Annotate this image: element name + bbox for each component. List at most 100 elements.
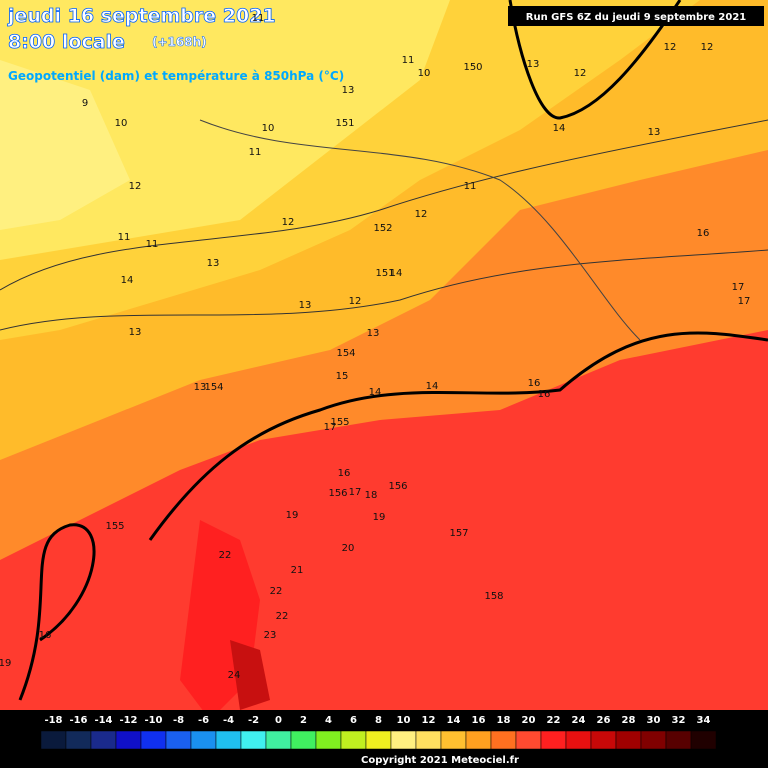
map-label: 23 xyxy=(264,630,277,641)
legend-swatch xyxy=(340,730,367,750)
map-label: 16 xyxy=(697,228,710,239)
legend-swatch xyxy=(190,730,217,750)
map-label: 22 xyxy=(276,611,289,622)
map-label: 13 xyxy=(299,300,312,311)
map-label: 10 xyxy=(418,68,431,79)
zone-coolest xyxy=(0,60,130,230)
legend-tick-label: 34 xyxy=(697,715,711,726)
map-label: 151 xyxy=(375,268,394,279)
legend-tick-label: 32 xyxy=(672,715,686,726)
legend-tick-label: 4 xyxy=(325,715,332,726)
legend-swatch xyxy=(140,730,167,750)
legend-swatch xyxy=(65,730,92,750)
isoline xyxy=(0,119,768,291)
legend-tick-label: 0 xyxy=(275,715,282,726)
map-label: 10 xyxy=(115,118,128,129)
map-label: 13 xyxy=(129,327,142,338)
map-label: 12 xyxy=(701,42,714,53)
legend-swatch xyxy=(690,730,717,750)
legend-swatch xyxy=(390,730,417,750)
legend-tick-label: -18 xyxy=(44,715,62,726)
map-label: 150 xyxy=(463,62,482,73)
legend-tick-label: 10 xyxy=(397,715,411,726)
legend-swatch xyxy=(590,730,617,750)
isoline xyxy=(0,249,768,331)
legend-tick-label: 28 xyxy=(622,715,636,726)
map-label: 10 xyxy=(262,123,275,134)
map-label: 15 xyxy=(336,371,349,382)
legend-swatch xyxy=(565,730,592,750)
map-label: 14 xyxy=(369,387,382,398)
legend-tick-label: -2 xyxy=(248,715,259,726)
map-label: 18 xyxy=(365,490,378,501)
map-label: 16 xyxy=(39,630,52,641)
zone-hottest xyxy=(230,640,270,710)
map-label: 9 xyxy=(82,98,88,109)
map-label: 22 xyxy=(270,586,283,597)
legend-swatch xyxy=(90,730,117,750)
legend-tick-label: 16 xyxy=(472,715,486,726)
legend-swatch xyxy=(540,730,567,750)
legend-tick-label: -14 xyxy=(94,715,112,726)
run-info: Run GFS 6Z du jeudi 9 septembre 2021 xyxy=(526,12,747,23)
map-label: 12 xyxy=(664,42,677,53)
zone-cooler xyxy=(0,0,450,260)
map-label: 11 xyxy=(249,147,262,158)
map-label: 19 xyxy=(286,510,299,521)
map-label: 17 xyxy=(349,487,362,498)
map-label: 14 xyxy=(390,268,403,279)
forecast-date: jeudi 16 septembre 2021 xyxy=(7,5,276,27)
map-label: 22 xyxy=(219,550,232,561)
map-subtitle: Geopotentiel (dam) et température à 850h… xyxy=(8,69,344,83)
map-label: 14 xyxy=(121,275,134,286)
map-label: 17 xyxy=(738,296,751,307)
legend-swatch xyxy=(415,730,442,750)
legend-swatch xyxy=(215,730,242,750)
map-label: 16 xyxy=(528,378,541,389)
legend-swatch xyxy=(165,730,192,750)
map-label: 12 xyxy=(349,296,362,307)
legend-swatch xyxy=(440,730,467,750)
legend-swatch xyxy=(365,730,392,750)
coastline xyxy=(199,119,641,341)
map-label: 155 xyxy=(105,521,124,532)
map-label: 14 xyxy=(553,123,566,134)
map-label: 21 xyxy=(291,565,304,576)
legend-swatch xyxy=(40,730,67,750)
map-label: 19 xyxy=(0,658,11,669)
legend-tick-label: -16 xyxy=(69,715,87,726)
map-label: 13 xyxy=(207,258,220,269)
legend-tick-label: 12 xyxy=(422,715,436,726)
legend-tick-label: -10 xyxy=(144,715,162,726)
map-label: 11 xyxy=(118,232,131,243)
legend-swatch xyxy=(290,730,317,750)
legend-tick-label: 18 xyxy=(497,715,511,726)
map-label: 12 xyxy=(415,209,428,220)
geopotential-line xyxy=(508,0,682,120)
map-label: 11 xyxy=(464,181,477,192)
map-label: 13 xyxy=(342,85,355,96)
legend-tick-label: 2 xyxy=(300,715,307,726)
legend-swatch xyxy=(515,730,542,750)
legend-tick-label: 20 xyxy=(522,715,536,726)
map-label: 24 xyxy=(228,670,241,681)
map-label: 156 xyxy=(328,488,347,499)
map-label: 14 xyxy=(426,381,439,392)
legend-swatch xyxy=(465,730,492,750)
legend-tick-label: -12 xyxy=(119,715,137,726)
legend-tick-label: 24 xyxy=(572,715,586,726)
map-label: 16 xyxy=(538,389,551,400)
map-label: 13 xyxy=(367,328,380,339)
legend-tick-label: 8 xyxy=(375,715,382,726)
map-label: 157 xyxy=(449,528,468,539)
legend-swatch xyxy=(490,730,517,750)
legend-tick-label: -4 xyxy=(223,715,234,726)
map-label: 156 xyxy=(388,481,407,492)
legend-swatch xyxy=(665,730,692,750)
forecast-lead: (+168h) xyxy=(152,35,207,49)
legend-tick-label: 6 xyxy=(350,715,357,726)
map-label: 158 xyxy=(484,591,503,602)
legend-swatch xyxy=(315,730,342,750)
map-label: 13 xyxy=(648,127,661,138)
map-label: 13 xyxy=(527,59,540,70)
